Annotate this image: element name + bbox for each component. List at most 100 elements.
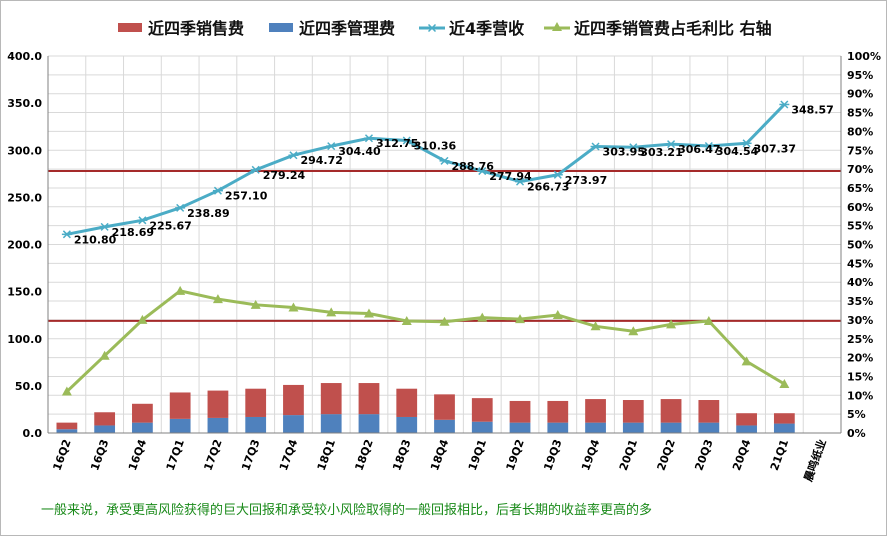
ratio-marker: [99, 350, 110, 360]
bar-management-fee: [245, 416, 267, 433]
ratio-marker: [212, 294, 223, 304]
ratio-marker: [515, 314, 526, 324]
revenue-data-label: 279.24: [263, 169, 306, 182]
y-right-tick-label: 50%: [847, 239, 873, 252]
ratio-marker: [439, 316, 450, 326]
y-right-tick-label: 80%: [847, 125, 873, 138]
line-series: [61, 100, 790, 396]
revenue-marker: [515, 177, 526, 186]
x-tick-label: 16Q2: [50, 438, 73, 473]
revenue-data-label: 294.72: [300, 154, 342, 167]
revenue-marker: [288, 151, 299, 160]
bar-management-fee: [169, 418, 191, 433]
y-left-tick-label: 250.0: [7, 191, 42, 204]
revenue-data-label: 266.73: [527, 181, 569, 194]
bar-sales-fee: [698, 400, 720, 423]
fee-ratio-line: [65, 289, 786, 393]
bar-management-fee: [283, 415, 304, 433]
revenue-data-label: 288.76: [452, 160, 495, 173]
bar-management-fee: [471, 421, 493, 433]
ratio-marker: [741, 356, 752, 366]
revenue-marker: [250, 165, 261, 174]
ratio-marker: [137, 314, 148, 324]
bar-sales-fee: [622, 400, 644, 423]
x-tick-label: 20Q2: [655, 438, 678, 473]
bar-management-fee: [622, 422, 644, 433]
y-right-tick-label: 95%: [847, 69, 873, 82]
y-right-tick-label: 20%: [847, 352, 873, 365]
legend-label: 近四季销管费占毛利比 右轴: [574, 19, 772, 38]
grid-lines: [47, 55, 842, 434]
legend-item: 近四季销管费占毛利比 右轴: [544, 19, 772, 38]
bar-sales-fee: [509, 400, 531, 423]
revenue-marker: [175, 203, 186, 212]
y-right-tick-label: 55%: [847, 220, 873, 233]
ratio-marker: [175, 285, 186, 295]
x-tick-label: 17Q3: [239, 438, 262, 473]
y-right-tick-label: 10%: [847, 389, 873, 402]
y-right-tick-label: 90%: [847, 88, 873, 101]
revenue-data-label: 218.69: [112, 226, 154, 239]
revenue-data-label: 210.80: [74, 233, 117, 246]
revenue-data-label: 238.89: [187, 207, 229, 220]
bar-sales-fee: [358, 383, 380, 415]
bar-sales-fee: [434, 394, 455, 420]
y-right-tick-label: 5%: [847, 408, 866, 421]
y-left-tick-label: 400.0: [7, 50, 42, 63]
ratio-marker: [590, 321, 601, 331]
bar-management-fee: [736, 425, 757, 433]
y-right-tick-label: 85%: [847, 107, 873, 120]
x-tick-label: 20Q1: [617, 438, 640, 473]
y-right-tick-label: 60%: [847, 201, 873, 214]
bar-management-fee: [132, 422, 153, 433]
x-tick-label: 17Q4: [277, 437, 300, 472]
revenue-data-label: 303.21: [640, 146, 682, 159]
revenue-data-label: 348.57: [791, 103, 833, 116]
revenue-marker: [628, 143, 639, 152]
legend-label: 近4季营收: [449, 19, 524, 38]
bar-sales-fee: [660, 399, 682, 423]
x-tick-label: 18Q2: [353, 438, 376, 473]
y-right-tick-label: 0%: [847, 427, 866, 440]
legend: 近四季销售费 近四季管理费 近4季营收 近四季销管费占毛利比 右轴: [118, 19, 772, 38]
y-right-tick-label: 25%: [847, 333, 873, 346]
y-right-tick-label: 70%: [847, 163, 873, 176]
revenue-data-label: 277.94: [489, 170, 532, 183]
bar-sales-fee: [132, 403, 153, 423]
bar-sales-fee: [585, 399, 606, 423]
x-tick-label: 19Q3: [541, 438, 564, 473]
y-left-tick-label: 350.0: [7, 97, 42, 110]
ratio-marker: [628, 326, 639, 336]
bar-sales-fee: [320, 383, 342, 415]
ratio-marker: [363, 308, 374, 318]
footnote: 一般来说，承受更高风险获得的巨大回报和承受较小风险取得的一般回报相比，后者长期的…: [41, 502, 652, 518]
revenue-marker: [779, 100, 790, 109]
bar-management-fee: [547, 422, 569, 433]
x-tick-label: 晨鸣纸业: [801, 437, 829, 483]
legend-item: 近四季管理费: [269, 19, 395, 38]
bar-sales-fee: [396, 388, 418, 417]
revenue-data-label: 310.36: [414, 139, 457, 152]
y-right-tick-label: 100%: [847, 50, 881, 63]
revenue-data-label: 225.67: [149, 219, 191, 232]
x-tick-label: 16Q3: [88, 438, 111, 473]
revenue-data-label: 303.95: [603, 146, 645, 159]
revenue-data-label: 307.37: [754, 142, 796, 155]
bar-management-fee: [773, 423, 795, 433]
bar-management-fee: [396, 416, 418, 433]
reference-lines: [48, 169, 841, 322]
revenue-marker: [401, 136, 412, 145]
y-right-tick-label: 40%: [847, 276, 873, 289]
ratio-marker: [666, 319, 677, 329]
bar-management-fee: [358, 414, 380, 433]
revenue-marker: [552, 170, 563, 179]
bar-sales-fee: [283, 384, 304, 416]
bar-management-fee: [509, 422, 531, 433]
y-right-tick-label: 30%: [847, 314, 873, 327]
ratio-marker: [61, 386, 72, 396]
revenue-marker: [326, 142, 337, 151]
y-left-tick-label: 100.0: [7, 333, 42, 346]
bar-management-fee: [320, 414, 342, 433]
revenue-marker: [590, 142, 601, 151]
